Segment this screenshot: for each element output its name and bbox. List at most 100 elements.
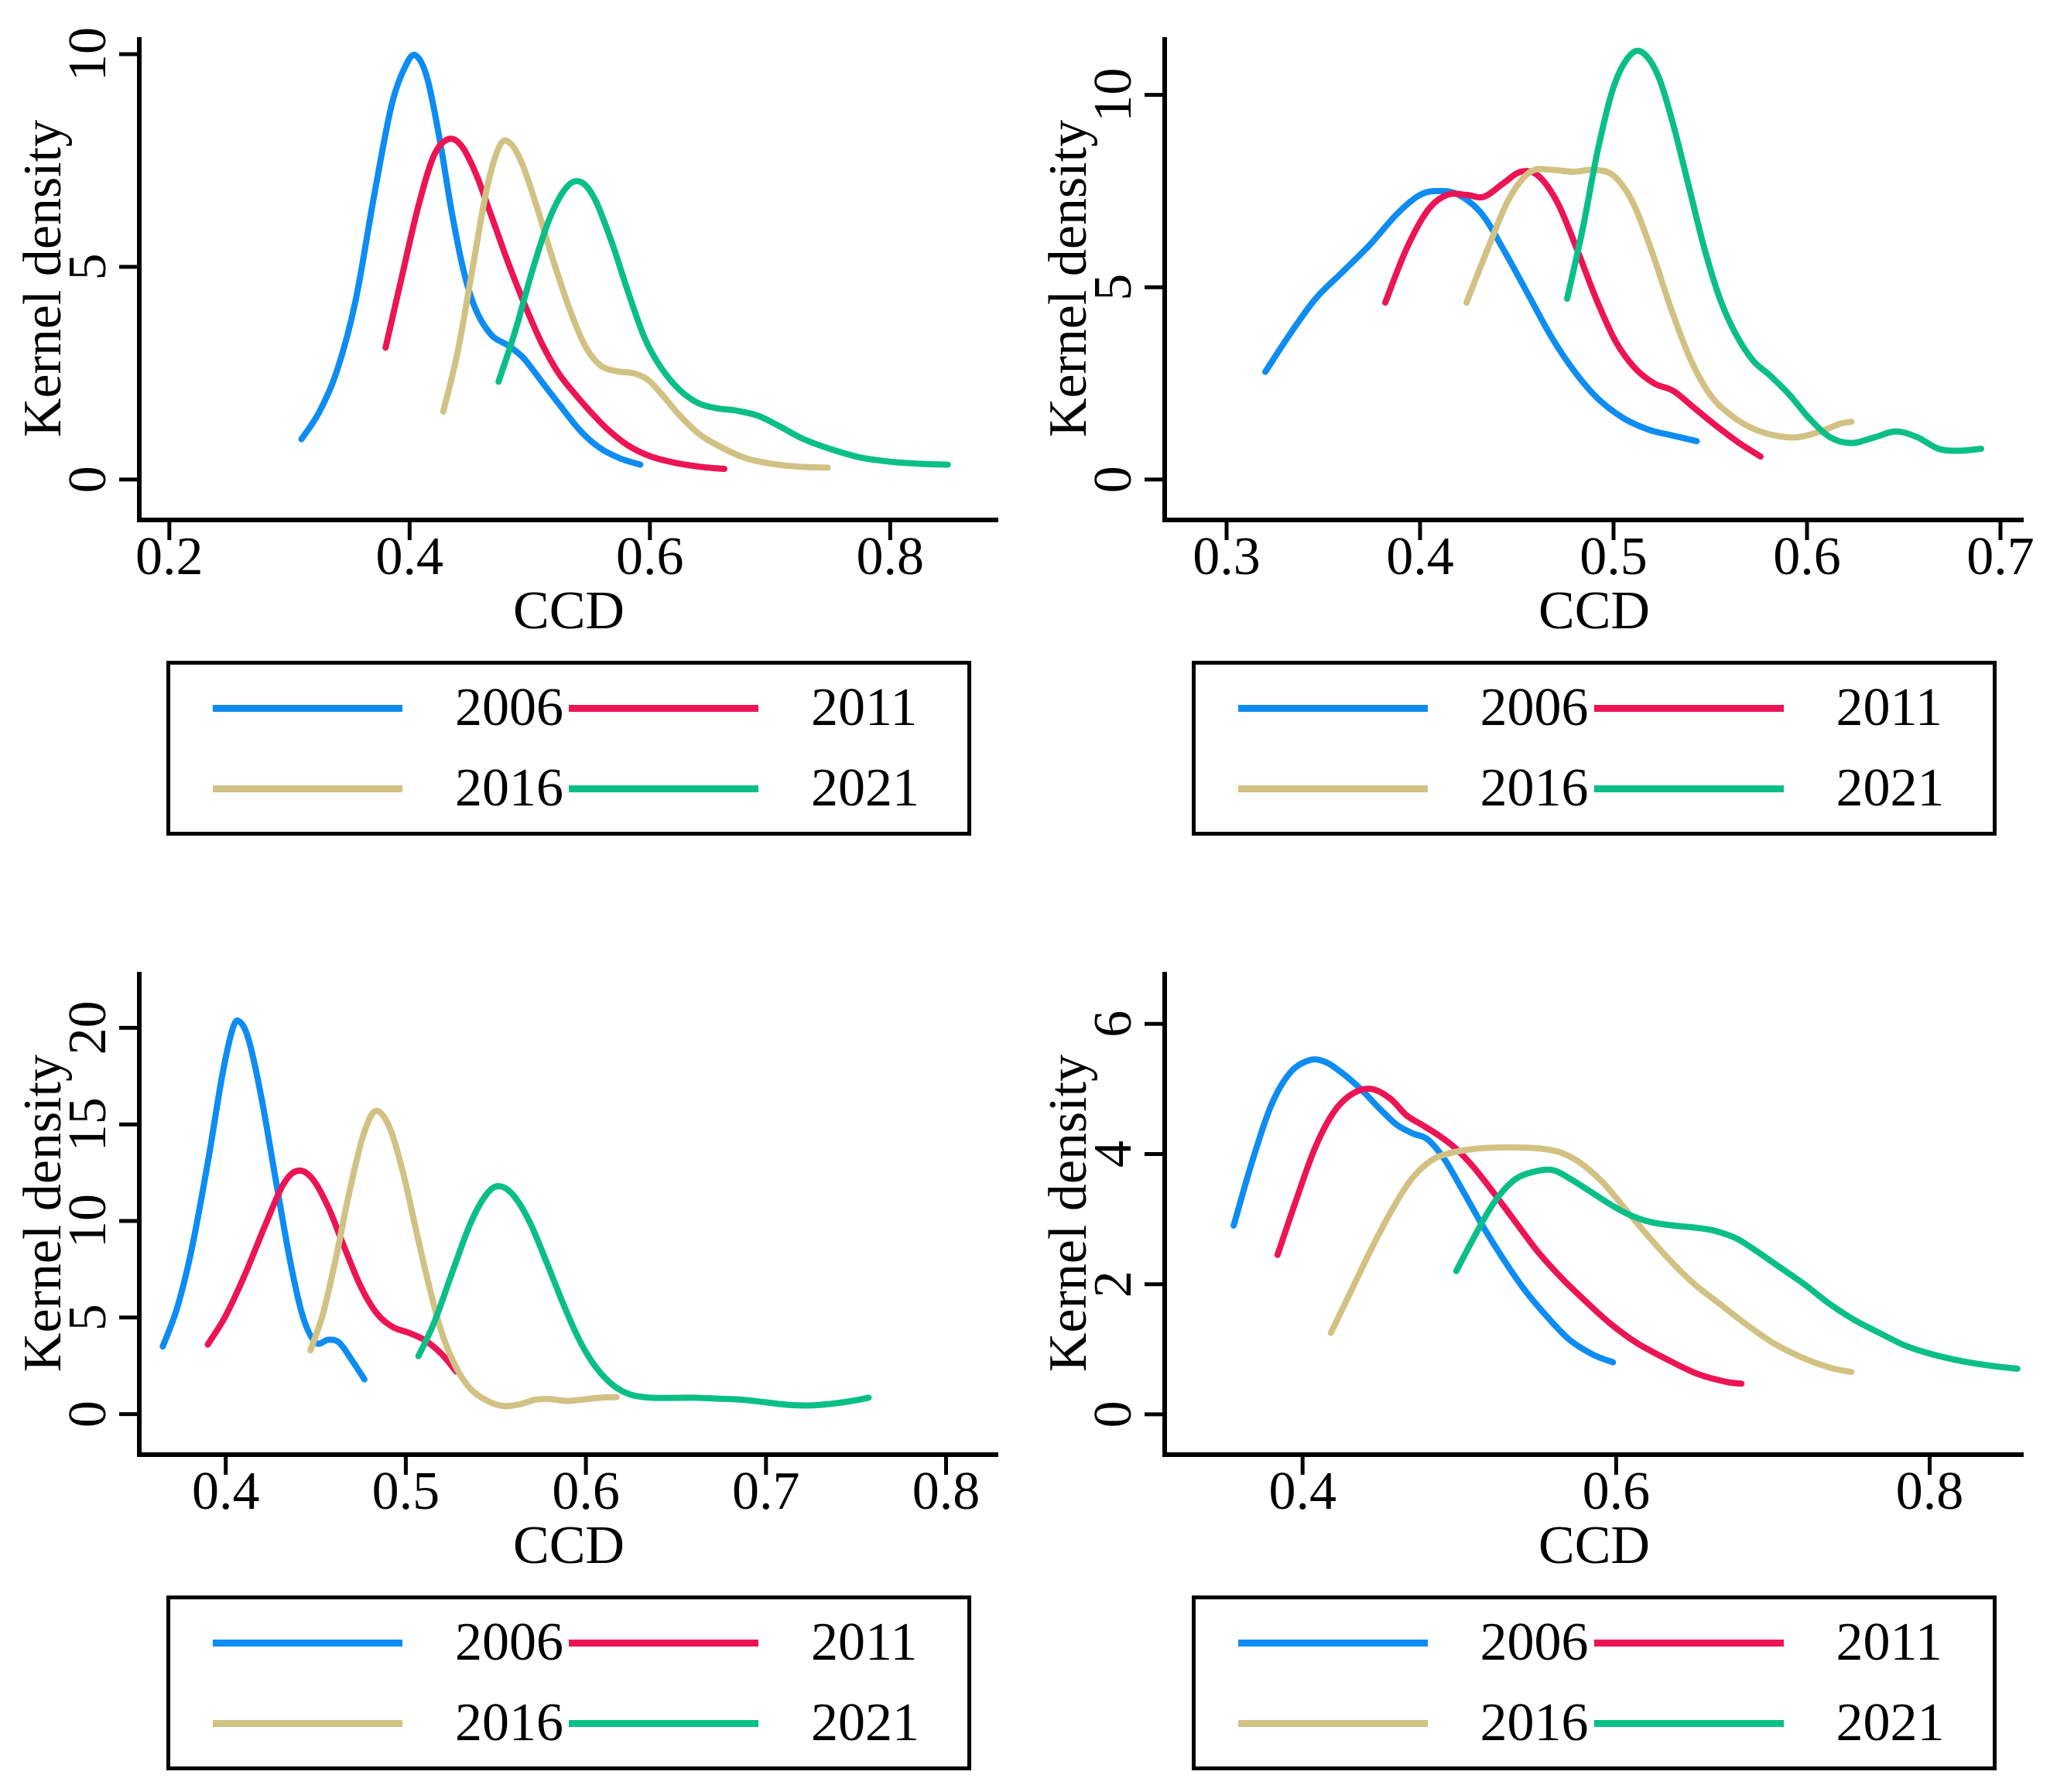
plot-area: 0.2 0.4 0.6 0.8 0 5 10 [58, 27, 998, 587]
kde-chart-top-right: 0.3 0.4 0.5 0.6 0.7 0 5 10 Kernel density CCD [1039, 37, 2035, 641]
kde-curve-2011 [204, 1167, 460, 1375]
x-tick-label: 0.4 [1268, 1462, 1336, 1521]
legend-item-2016: 2016 [1237, 758, 1594, 818]
legend-box: 2006 2011 2016 2021 [166, 1595, 971, 1770]
kde-curve-2016 [1463, 166, 1854, 441]
legend-item-2006: 2006 [1237, 1612, 1594, 1672]
legend-box: 2006 2011 2016 2021 [1191, 1595, 1997, 1770]
y-tick-label: 0 [1083, 466, 1143, 493]
legend-label-2016: 2016 [455, 1693, 563, 1753]
legend-item-2011: 2011 [569, 1616, 925, 1670]
legend-line-2021 [1593, 1719, 1784, 1727]
legend-label-2006: 2006 [455, 678, 563, 737]
y-axis-title: Kernel density [1039, 120, 1098, 437]
x-axis-title: CCD [1538, 581, 1650, 641]
x-tick-label: 0.6 [552, 1462, 620, 1521]
legend-item-2021: 2021 [569, 761, 925, 816]
y-tick-label: 0 [58, 466, 118, 493]
plot-area: 0.4 0.5 0.6 0.7 0.8 0 5 10 15 20 [58, 972, 998, 1521]
legend-line-2016 [1237, 785, 1428, 792]
axis-lines [137, 972, 998, 1457]
legend-label-2006: 2006 [455, 1612, 563, 1672]
legend-label-2011: 2011 [811, 1612, 918, 1672]
legend-item-2006: 2006 [213, 1616, 569, 1670]
kde-panel-bottom-right: 0.4 0.6 0.8 0 2 4 6 Kernel density CCD 2006 20… [1025, 896, 2050, 1792]
legend-line-2011 [1593, 704, 1784, 712]
x-tick-label: 0.6 [1773, 527, 1841, 587]
legend-item-2011: 2011 [1593, 1612, 1950, 1672]
x-axis-title: CCD [513, 1516, 625, 1575]
legend-item-2021: 2021 [1593, 761, 1950, 816]
legend-line-2011 [1593, 1639, 1784, 1647]
kde-curve-2016 [1327, 1144, 1854, 1376]
legend-item-2016: 2016 [1237, 1693, 1594, 1753]
legend-item-2021: 2021 [1593, 1693, 1950, 1753]
legend-label-2006: 2006 [1480, 1612, 1589, 1672]
kde-chart-bottom-right: 0.4 0.6 0.8 0 2 4 6 Kernel density CCD [1039, 972, 2024, 1575]
legend-label-2016: 2016 [1480, 1693, 1589, 1753]
kde-curve-2021 [1453, 1166, 2021, 1372]
x-tick-label: 0.6 [616, 527, 684, 587]
legend-line-2006 [213, 1639, 402, 1647]
legend-line-2016 [1237, 1719, 1428, 1727]
legend-label-2021: 2021 [811, 1693, 919, 1753]
legend-label-2011: 2011 [1836, 1612, 1942, 1672]
x-tick-label: 0.7 [732, 1462, 800, 1521]
legend-label-2016: 2016 [1480, 758, 1589, 818]
legend-item-2016: 2016 [213, 1696, 569, 1750]
y-tick-label: 5 [58, 1304, 118, 1331]
x-tick-label: 0.8 [1895, 1462, 1963, 1521]
legend-line-2011 [569, 704, 758, 712]
kde-curve-2006 [159, 1017, 368, 1383]
x-axis-title: CCD [1538, 1516, 1650, 1575]
y-tick-label: 5 [1083, 274, 1143, 301]
legend-label-2011: 2011 [811, 678, 918, 737]
kde-chart-bottom-left: 0.4 0.5 0.6 0.7 0.8 0 5 10 15 20 Kernel density C… [13, 972, 998, 1575]
kde-curve-2011 [1381, 168, 1764, 460]
legend-item-2016: 2016 [213, 761, 569, 816]
y-axis-title: Kernel density [13, 1055, 73, 1372]
legend-line-2021 [1593, 785, 1784, 792]
legend-label-2016: 2016 [455, 758, 563, 818]
legend-line-2006 [1237, 704, 1428, 712]
kde-curve-2006 [1230, 1056, 1616, 1366]
kde-chart-top-left: 0.2 0.4 0.6 0.8 0 5 10 Kernel density CCD [13, 27, 998, 641]
legend-label-2006: 2006 [1480, 678, 1589, 737]
kde-panel-top-left: 0.2 0.4 0.6 0.8 0 5 10 Kernel density CCD 2006… [0, 0, 1025, 896]
legend-line-2006 [1237, 1639, 1428, 1647]
y-tick-label: 20 [58, 1000, 118, 1055]
plot-area: 0.3 0.4 0.5 0.6 0.7 0 5 10 [1083, 37, 2035, 587]
x-tick-label: 0.5 [1579, 527, 1648, 587]
legend-item-2011: 2011 [569, 681, 925, 735]
legend-line-2021 [569, 1719, 758, 1727]
x-tick-label: 0.8 [857, 527, 925, 587]
x-tick-label: 0.5 [372, 1462, 440, 1521]
kde-curve-2011 [382, 135, 727, 472]
legend-item-2021: 2021 [569, 1696, 925, 1750]
x-axis-title: CCD [513, 581, 625, 641]
y-tick-label: 0 [1083, 1400, 1143, 1428]
legend-label-2021: 2021 [1836, 1693, 1945, 1753]
x-tick-label: 0.4 [376, 527, 444, 587]
kde-curve-2016 [440, 137, 831, 471]
x-tick-label: 0.3 [1193, 527, 1261, 587]
y-axis-title: Kernel density [13, 120, 73, 437]
y-tick-label: 0 [58, 1400, 118, 1428]
kde-curve-2021 [415, 1183, 872, 1409]
axis-lines [1162, 37, 2024, 522]
legend-item-2011: 2011 [1593, 681, 1950, 735]
x-tick-label: 0.2 [135, 527, 204, 587]
kde-curve-2021 [1563, 47, 1984, 454]
y-tick-label: 5 [58, 253, 118, 280]
y-tick-label: 10 [1083, 68, 1143, 122]
y-tick-label: 6 [1083, 1011, 1143, 1038]
y-tick-label: 4 [1083, 1141, 1143, 1168]
legend-line-2011 [569, 1639, 758, 1647]
legend-item-2006: 2006 [1237, 678, 1594, 737]
x-tick-label: 0.7 [1966, 527, 2035, 587]
legend-box: 2006 2011 2016 2021 [166, 661, 971, 836]
y-tick-label: 10 [58, 27, 118, 81]
axis-lines [1162, 972, 2024, 1457]
legend-label-2021: 2021 [811, 758, 919, 818]
